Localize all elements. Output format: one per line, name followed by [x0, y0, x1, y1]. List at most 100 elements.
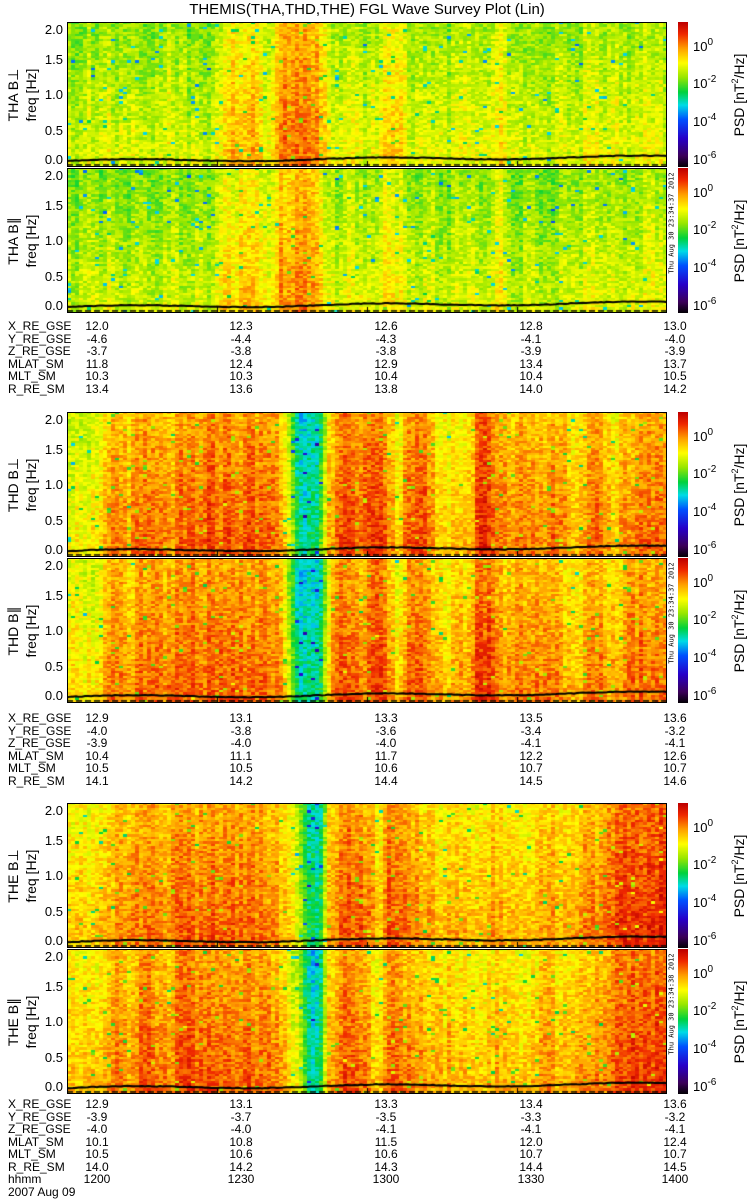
freq-tick-label: 1.0 — [44, 233, 63, 249]
ephemeris-label: MLAT_SM — [8, 356, 64, 371]
ephemeris-value: -3.8 — [375, 344, 397, 358]
ephemeris-value: -3.2 — [664, 1109, 686, 1124]
ephemeris-value: 10.6 — [229, 1147, 253, 1161]
colorbar-tick-exponent: 0 — [707, 182, 714, 194]
ephemeris-value: 1400 — [661, 1172, 689, 1186]
ephemeris-value: 10.3 — [85, 369, 109, 383]
colorbar-tick-base: 10 — [693, 38, 708, 54]
ephemeris-value: -3.6 — [375, 723, 397, 738]
ephemeris-value: 13.3 — [374, 711, 398, 725]
ephemeris-value: -3.9 — [664, 344, 686, 358]
psd-sup: 2 — [730, 613, 741, 619]
ephemeris-value: -3.4 — [520, 723, 542, 738]
colorbar-tick-label: 10-2 — [693, 75, 716, 92]
ephemeris-value: -4.1 — [664, 736, 686, 750]
plot-title: THEMIS(THA,THD,THE) FGL Wave Survey Plot… — [189, 1, 545, 18]
ephemeris-value: 13.3 — [374, 1097, 398, 1111]
freq-tick-label: 0.0 — [44, 298, 63, 313]
ephemeris-value: 13.8 — [374, 381, 398, 396]
colorbar-tick-label: 10-2 — [693, 855, 717, 872]
component-label: THE B⊥ — [5, 848, 21, 903]
ephemeris-value: 10.6 — [374, 761, 398, 775]
freq-tick-label: 2.0 — [44, 949, 63, 964]
ephemeris-value: 14.1 — [85, 773, 109, 788]
colorbar-tick-exponent: -6 — [707, 930, 717, 942]
colorbar-tick-exponent: 0 — [707, 426, 714, 438]
ephemeris-value: 14.4 — [519, 1159, 543, 1174]
colorbar-tick-exponent: -6 — [707, 149, 717, 161]
ephemeris-row-mlat-sm: MLAT_SM 10.4 11.1 11.7 12.2 12.6 — [8, 748, 738, 763]
ephemeris-value: 14.6 — [663, 773, 687, 788]
colorbar — [678, 22, 688, 167]
freq-tick-label: 1.0 — [44, 87, 63, 103]
colorbar-tick-base: 10 — [693, 297, 708, 313]
ephemeris-value: 14.5 — [519, 773, 543, 788]
ephemeris-value: 14.0 — [85, 1159, 109, 1174]
freq-axis-label-text: freq [Hz] — [23, 214, 39, 267]
colorbar-tick-base: 10 — [693, 76, 708, 92]
ephemeris-value: -4.1 — [520, 736, 542, 750]
ephemeris-label: R_RE_SM — [8, 381, 65, 396]
colorbar-tick-base: 10 — [693, 649, 708, 665]
colorbar-tick-exponent: 0 — [707, 572, 714, 584]
colorbar-tick-label: 10-6 — [693, 149, 717, 167]
spectrogram-panel-thd-bpar — [67, 558, 667, 703]
ephemeris-value: 12.9 — [85, 1097, 109, 1111]
freq-tick-label: 1.5 — [44, 832, 63, 848]
freq-axis-label-text: freq [Hz] — [23, 458, 39, 511]
psd-sup: 2 — [730, 467, 741, 473]
spectrogram-canvas — [67, 949, 667, 1094]
ephemeris-label: MLT_SM — [8, 369, 56, 383]
psd-sup: 2 — [730, 77, 741, 83]
ephemeris-table: X_RE_GSE 12.9 13.1 13.3 13.5 13.6 Y_RE_GSE -4.0… — [8, 712, 738, 787]
colorbar-tick-exponent: -2 — [707, 855, 717, 867]
colorbar-tick-base: 10 — [693, 612, 708, 628]
ephemeris-value: -3.9 — [520, 344, 542, 358]
colorbar-tick-label: 10-4 — [693, 258, 716, 275]
ephemeris-value: 12.6 — [374, 319, 398, 333]
ephemeris-value: -4.0 — [86, 1122, 108, 1136]
colorbar-tick-base: 10 — [693, 259, 708, 275]
spectrogram-canvas — [67, 803, 667, 948]
colorbar-tick-label: 10-4 — [693, 502, 716, 519]
freq-tick-label: 1.5 — [44, 51, 63, 67]
colorbar-tick-base: 10 — [693, 541, 708, 557]
colorbar-tick-exponent: -6 — [707, 539, 717, 551]
freq-axis-label-text: freq [Hz] — [23, 849, 39, 902]
ephemeris-value: 12.3 — [229, 319, 253, 333]
freq-tick-label: 1.0 — [44, 868, 63, 884]
ephemeris-label: Y_RE_GSE — [8, 1109, 72, 1124]
ephemeris-row-r-re-sm: R_RE_SM 14.1 14.2 14.4 14.5 14.6 — [8, 773, 738, 788]
colorbar-tick-base: 10 — [693, 151, 708, 167]
colorbar-tick-label: 10-6 — [693, 539, 717, 557]
ephemeris-value: 14.2 — [229, 1159, 253, 1174]
ephemeris-value: 1200 — [83, 1172, 111, 1186]
ephemeris-value: -3.9 — [86, 1109, 108, 1124]
component-label: THA B⊥ — [5, 68, 21, 121]
ephemeris-value: 10.6 — [374, 1147, 398, 1161]
colorbar-tick-exponent: -6 — [707, 685, 717, 697]
freq-tick-label: 0.5 — [44, 903, 63, 919]
ephemeris-value: 13.4 — [519, 356, 543, 371]
colorbar-tick-base: 10 — [693, 574, 708, 590]
ephemeris-value: 10.5 — [85, 1147, 109, 1161]
ephemeris-row-z-re-gse: Z_RE_GSE -3.9 -4.0 -4.0 -4.1 -4.1 — [8, 737, 738, 750]
colorbar-tick-base: 10 — [693, 503, 708, 519]
ephemeris-row-r-re-sm: R_RE_SM 14.0 14.2 14.3 14.4 14.5 — [8, 1159, 738, 1174]
colorbar-tick-exponent: -2 — [707, 220, 717, 232]
ephemeris-value: -4.1 — [520, 331, 542, 346]
psd-prefix: PSD [nT — [730, 619, 747, 672]
ephemeris-value: -4.4 — [230, 331, 252, 346]
freq-tick-label: 1.0 — [44, 477, 63, 493]
freq-tick-label: 2.0 — [44, 22, 63, 37]
ephemeris-value: 14.2 — [663, 381, 687, 396]
ephemeris-value: 11.7 — [374, 748, 398, 763]
freq-tick-label: 1.5 — [44, 441, 63, 457]
colorbar-tick-label: 10-2 — [693, 465, 716, 481]
psd-suffix: /Hz] — [730, 589, 747, 614]
ephemeris-label: X_RE_GSE — [8, 319, 72, 333]
ephemeris-row-r-re-sm: R_RE_SM 13.4 13.6 13.8 14.0 14.2 — [8, 381, 738, 396]
ephemeris-value: 12.2 — [519, 748, 543, 763]
colorbar-label-text: PSD [nT2/Hz] — [728, 199, 747, 282]
ephemeris-value: 10.5 — [229, 761, 253, 775]
